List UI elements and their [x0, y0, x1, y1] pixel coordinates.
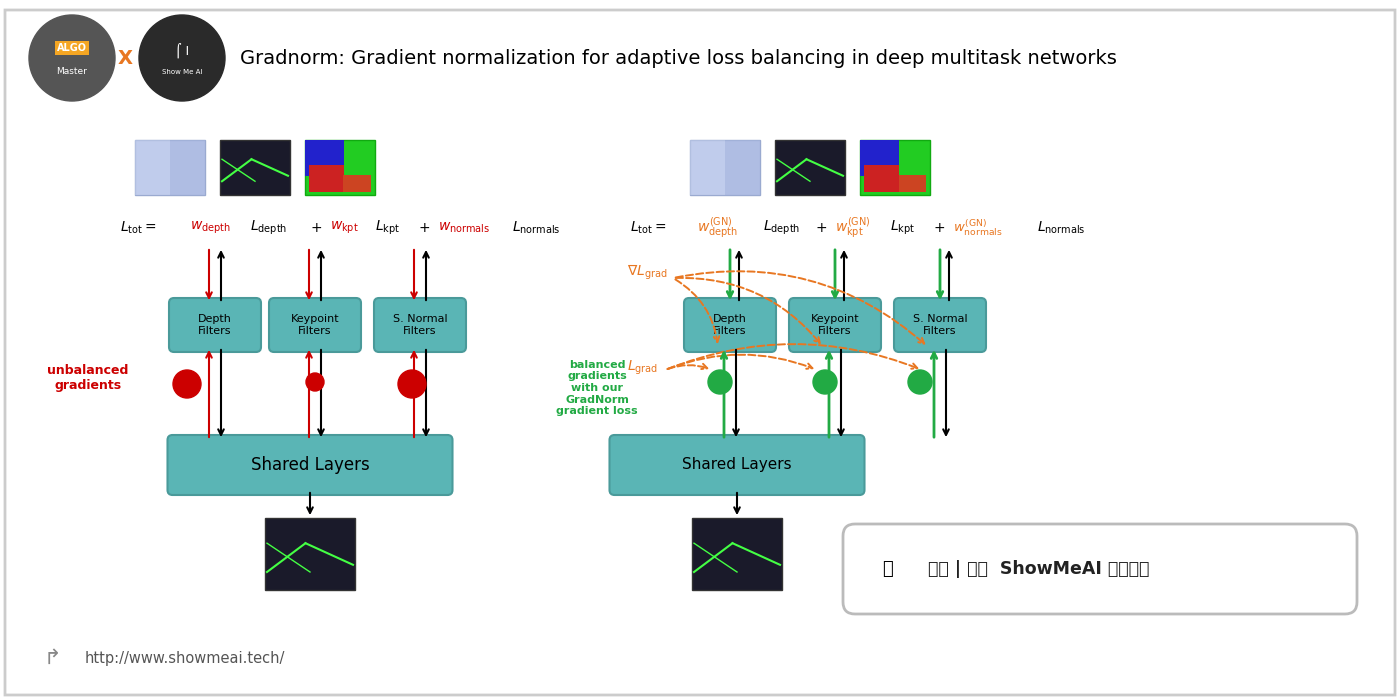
- Bar: [860, 140, 899, 176]
- Circle shape: [909, 370, 932, 394]
- Text: $L_{\rm grad}$: $L_{\rm grad}$: [627, 359, 658, 377]
- Bar: [899, 175, 927, 192]
- Text: $+$: $+$: [932, 221, 945, 235]
- Circle shape: [139, 15, 225, 101]
- Text: Keypoint
Filters: Keypoint Filters: [811, 314, 860, 336]
- Text: $w_{\rm depth}^{\rm (GN)}$: $w_{\rm depth}^{\rm (GN)}$: [697, 216, 738, 241]
- Text: ⌠ I: ⌠ I: [175, 42, 189, 57]
- FancyBboxPatch shape: [168, 435, 452, 495]
- Text: $w_{\rm kpt}$: $w_{\rm kpt}$: [330, 220, 358, 236]
- Text: Show Me AI: Show Me AI: [162, 69, 202, 75]
- FancyBboxPatch shape: [269, 298, 361, 352]
- Text: $L_{\rm kpt}$: $L_{\rm kpt}$: [375, 219, 400, 237]
- Text: $\nabla L_{\rm grad}$: $\nabla L_{\rm grad}$: [627, 262, 668, 281]
- Bar: [860, 140, 930, 195]
- Text: balanced
gradients
with our
GradNorm
gradient loss: balanced gradients with our GradNorm gra…: [556, 360, 638, 416]
- Text: ALGO: ALGO: [57, 43, 87, 53]
- Bar: [134, 140, 204, 195]
- FancyBboxPatch shape: [374, 298, 466, 352]
- Bar: [864, 164, 899, 193]
- FancyBboxPatch shape: [843, 524, 1357, 614]
- Text: Master: Master: [56, 67, 87, 76]
- Circle shape: [174, 370, 202, 398]
- Bar: [692, 518, 783, 590]
- Text: $w_{\rm kpt}^{\rm (GN)}$: $w_{\rm kpt}^{\rm (GN)}$: [834, 216, 871, 241]
- Text: ↱: ↱: [43, 648, 60, 668]
- Bar: [265, 518, 356, 590]
- Text: $+$: $+$: [419, 221, 430, 235]
- Bar: [308, 164, 343, 193]
- Circle shape: [708, 370, 732, 394]
- FancyBboxPatch shape: [895, 298, 986, 352]
- Bar: [776, 140, 846, 195]
- FancyBboxPatch shape: [609, 435, 865, 495]
- Text: $+$: $+$: [309, 221, 322, 235]
- Text: $L_{\rm kpt}$: $L_{\rm kpt}$: [890, 219, 916, 237]
- Text: 🔍: 🔍: [882, 560, 893, 578]
- Text: $L_{\rm normals}$: $L_{\rm normals}$: [512, 220, 560, 236]
- Bar: [343, 175, 371, 192]
- Text: $L_{\rm normals}$: $L_{\rm normals}$: [1037, 220, 1085, 236]
- Text: http://www.showmeai.tech/: http://www.showmeai.tech/: [85, 650, 286, 666]
- FancyBboxPatch shape: [790, 298, 881, 352]
- Text: 搜索 | 微信  ShowMeAI 研究中心: 搜索 | 微信 ShowMeAI 研究中心: [928, 560, 1149, 578]
- Text: Gradnorm: Gradient normalization for adaptive loss balancing in deep multitask n: Gradnorm: Gradient normalization for ada…: [239, 48, 1117, 67]
- Text: Shared Layers: Shared Layers: [682, 458, 792, 472]
- Text: $L_{\rm depth}$: $L_{\rm depth}$: [251, 219, 287, 237]
- Text: Keypoint
Filters: Keypoint Filters: [291, 314, 339, 336]
- Text: $L_{\rm tot}=$: $L_{\rm tot}=$: [630, 220, 666, 236]
- Circle shape: [307, 373, 323, 391]
- Text: $L_{\rm tot}=$: $L_{\rm tot}=$: [120, 220, 157, 236]
- Bar: [134, 140, 169, 195]
- Text: $w_{\rm normals}^{\rm (GN)}$: $w_{\rm normals}^{\rm (GN)}$: [953, 218, 1002, 238]
- Bar: [220, 140, 290, 195]
- FancyBboxPatch shape: [169, 298, 260, 352]
- Text: S. Normal
Filters: S. Normal Filters: [913, 314, 967, 336]
- Circle shape: [398, 370, 426, 398]
- Text: $w_{\rm depth}$: $w_{\rm depth}$: [190, 220, 231, 236]
- Circle shape: [29, 15, 115, 101]
- Bar: [690, 140, 760, 195]
- Text: Shared Layers: Shared Layers: [251, 456, 370, 474]
- Bar: [725, 140, 760, 195]
- FancyBboxPatch shape: [685, 298, 776, 352]
- Text: X: X: [118, 48, 133, 67]
- Text: $L_{\rm depth}$: $L_{\rm depth}$: [763, 219, 801, 237]
- Text: Depth
Filters: Depth Filters: [713, 314, 748, 336]
- Bar: [305, 140, 375, 195]
- Bar: [690, 140, 725, 195]
- Text: S. Normal
Filters: S. Normal Filters: [392, 314, 448, 336]
- Text: unbalanced
gradients: unbalanced gradients: [48, 364, 129, 392]
- Bar: [169, 140, 204, 195]
- Text: $w_{\rm normals}$: $w_{\rm normals}$: [438, 220, 490, 235]
- Text: Depth
Filters: Depth Filters: [197, 314, 232, 336]
- Text: $+$: $+$: [815, 221, 827, 235]
- Circle shape: [813, 370, 837, 394]
- Bar: [305, 140, 343, 176]
